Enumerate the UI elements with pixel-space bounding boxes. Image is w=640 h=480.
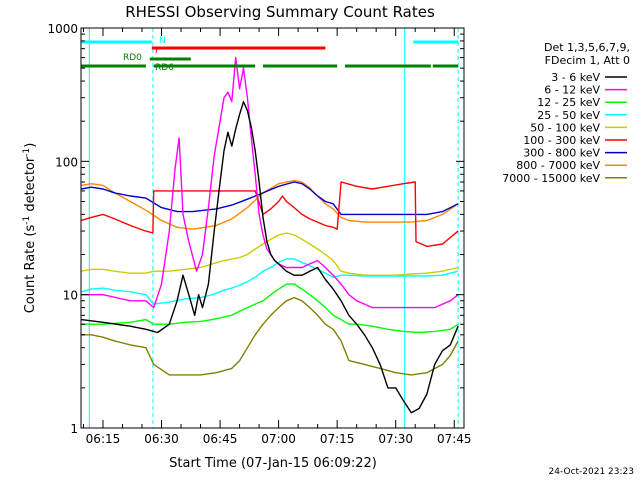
y-axis-label-part1: Count Rate (s	[23, 225, 38, 314]
flag-label-rd0: RD0	[123, 53, 142, 63]
legend-header-line2: FDecim 1, Att 0	[545, 54, 630, 67]
flag-label-n: N	[159, 36, 166, 46]
legend-header-line1: Det 1,3,5,6,7,9,	[544, 41, 630, 54]
x-axis-label: Start Time (07-Jan-15 06:09:22)	[169, 456, 377, 471]
series-line-25-50-kev	[81, 258, 459, 305]
y-tick-label: 10	[63, 289, 78, 303]
series-line-100-300-kev	[81, 181, 459, 248]
x-tick-label: 06:30	[144, 432, 179, 446]
date-stamp: 24-Oct-2021 23:23	[549, 467, 634, 477]
series-line-3-6-kev	[81, 101, 459, 414]
x-tick-label: 07:00	[261, 432, 296, 446]
legend-label-50-100-kev: 50 - 100 keV	[530, 121, 600, 134]
x-tick-label: 07:15	[320, 432, 355, 446]
x-tick-label: 07:45	[437, 432, 472, 446]
legend-label-25-50-kev: 25 - 50 keV	[537, 109, 600, 122]
x-tick-label: 06:15	[86, 432, 121, 446]
legend-label-3-6-kev: 3 - 6 keV	[551, 71, 600, 84]
y-tick-label: 1000	[47, 22, 78, 36]
y-axis-label: Count Rate (s-1 detector-1)	[22, 143, 38, 314]
series-line-7000-15000-kev	[81, 296, 459, 376]
plot-frame	[80, 27, 465, 429]
flag-label-rd6: RD6	[155, 63, 174, 73]
y-axis-label-sup1: -1	[22, 216, 32, 225]
series-line-300-800-kev	[81, 181, 459, 216]
x-tick-label: 06:45	[203, 432, 238, 446]
series-line-50-100-kev	[81, 232, 459, 276]
y-axis-label-part3: )	[23, 143, 38, 148]
x-tick-label: 07:30	[378, 432, 413, 446]
legend-label-6-12-kev: 6 - 12 keV	[544, 84, 600, 97]
legend-label-7000-15000-kev: 7000 - 15000 keV	[502, 172, 600, 185]
legend-label-100-300-kev: 100 - 300 keV	[523, 134, 600, 147]
series-line-6-12-kev	[81, 56, 459, 309]
series-line-800-7000-kev	[81, 179, 459, 230]
series-line-12-25-kev	[81, 283, 459, 334]
legend-label-300-800-kev: 300 - 800 keV	[523, 147, 600, 160]
y-tick-label: 100	[55, 155, 78, 169]
legend: Det 1,3,5,6,7,9, FDecim 1, Att 0 3 - 6 k…	[502, 41, 630, 185]
chart-title: RHESSI Observing Summary Count Rates	[125, 3, 435, 21]
legend-label-12-25-kev: 12 - 25 keV	[537, 96, 600, 109]
y-axis-label-sup2: -1	[22, 148, 32, 157]
y-axis-label-part2: detector	[23, 156, 38, 216]
y-tick-label: 1	[70, 422, 78, 436]
flag-label-f: F	[155, 46, 160, 56]
legend-label-800-7000-kev: 800 - 7000 keV	[516, 159, 600, 172]
